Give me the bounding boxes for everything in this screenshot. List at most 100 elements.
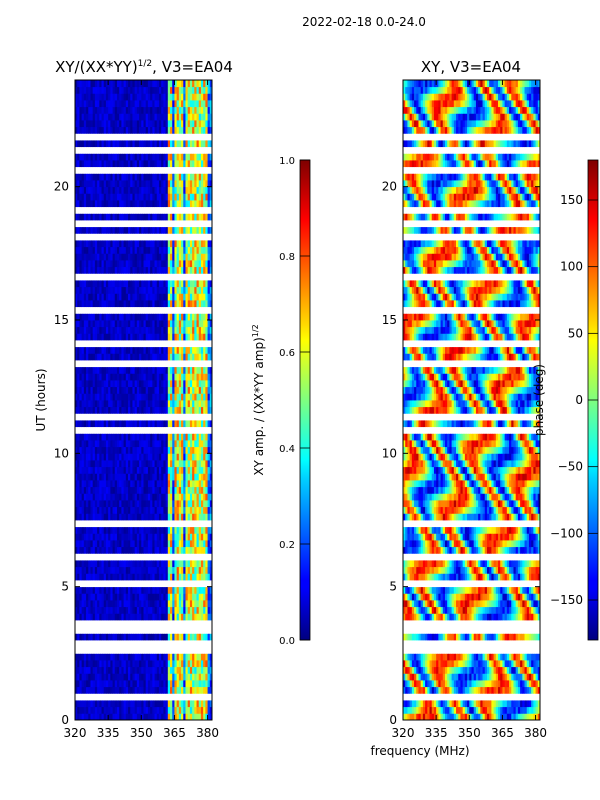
heatmap-cell — [181, 326, 184, 334]
heatmap-cell — [154, 200, 158, 208]
heatmap-cell — [178, 493, 182, 501]
heatmap-cell — [150, 313, 153, 321]
heatmap-cell — [152, 353, 155, 361]
heatmap-cell — [136, 373, 140, 381]
heatmap-cell — [196, 446, 200, 454]
heatmap-cell — [167, 460, 171, 468]
heatmap-cell — [189, 606, 193, 614]
heatmap-cell — [167, 226, 171, 234]
heatmap-cell — [110, 613, 113, 621]
heatmap-cell — [92, 240, 96, 248]
heatmap-cell — [154, 593, 158, 601]
heatmap-cell — [187, 313, 191, 321]
heatmap-cell — [134, 653, 138, 661]
heatmap-cell — [172, 200, 175, 208]
heatmap-cell — [189, 266, 193, 274]
heatmap-cell — [200, 386, 204, 394]
heatmap-cell — [123, 313, 127, 321]
heatmap-cell — [167, 526, 171, 534]
heatmap-cell — [161, 233, 164, 241]
heatmap-cell — [187, 186, 191, 194]
heatmap-cell — [112, 640, 116, 648]
heatmap-cell — [136, 333, 140, 341]
heatmap-cell — [114, 486, 118, 494]
heatmap-cell — [134, 380, 138, 388]
heatmap-cell — [119, 526, 122, 534]
heatmap-cell — [88, 213, 91, 221]
heatmap-cell — [92, 506, 96, 514]
heatmap-cell — [165, 473, 169, 481]
heatmap-cell — [123, 493, 127, 501]
heatmap-cell — [125, 673, 129, 681]
heatmap-cell — [103, 586, 107, 594]
heatmap-cell — [207, 666, 211, 674]
heatmap-cell — [114, 633, 118, 641]
heatmap-cell — [121, 493, 125, 501]
heatmap-cell — [75, 533, 78, 541]
heatmap-cell — [125, 486, 129, 494]
heatmap-cell — [83, 180, 87, 188]
heatmap-cell — [119, 606, 122, 614]
heatmap-cell — [110, 373, 113, 381]
heatmap-cell — [163, 413, 166, 421]
heatmap-cell — [103, 280, 107, 288]
heatmap-cell — [170, 346, 173, 354]
heatmap-cell — [136, 666, 140, 674]
heatmap-cell — [136, 566, 140, 574]
heatmap-cell — [176, 533, 180, 541]
heatmap-cell — [150, 426, 153, 434]
heatmap-cell — [83, 573, 87, 581]
heatmap-cell — [165, 213, 169, 221]
heatmap-cell — [192, 513, 195, 521]
heatmap-cell — [192, 686, 195, 694]
heatmap-cell — [167, 600, 171, 608]
heatmap-cell — [156, 600, 160, 608]
heatmap-cell — [139, 553, 142, 561]
heatmap-cell — [110, 686, 113, 694]
heatmap-cell — [114, 446, 118, 454]
heatmap-cell — [94, 486, 98, 494]
heatmap-cell — [185, 293, 189, 301]
heatmap-cell — [192, 293, 195, 301]
heatmap-cell — [183, 353, 186, 361]
heatmap-cell — [187, 520, 191, 528]
heatmap-cell — [196, 533, 200, 541]
heatmap-cell — [165, 280, 169, 288]
heatmap-cell — [163, 486, 166, 494]
heatmap-cell — [125, 246, 129, 254]
heatmap-cell — [154, 566, 158, 574]
heatmap-cell — [136, 200, 140, 208]
heatmap-cell — [77, 480, 80, 488]
heatmap-cell — [145, 280, 149, 288]
heatmap-cell — [123, 446, 127, 454]
heatmap-cell — [86, 480, 89, 488]
heatmap-cell — [196, 413, 200, 421]
heatmap-cell — [187, 700, 191, 708]
heatmap-cell — [132, 393, 136, 401]
heatmap-cell — [163, 233, 166, 241]
heatmap-cell — [200, 306, 204, 314]
heatmap-cell — [99, 546, 102, 554]
heatmap-cell — [196, 473, 200, 481]
heatmap-cell — [145, 560, 149, 568]
heatmap-cell — [185, 393, 189, 401]
heatmap-cell — [123, 253, 127, 261]
heatmap-cell — [178, 193, 182, 201]
heatmap-cell — [143, 533, 147, 541]
heatmap-cell — [92, 406, 96, 414]
heatmap-cell — [207, 620, 211, 628]
heatmap-cell — [181, 193, 184, 201]
heatmap-cell — [209, 253, 213, 261]
heatmap-cell — [112, 446, 116, 454]
heatmap-cell — [99, 540, 102, 548]
heatmap-cell — [209, 233, 213, 241]
heatmap-cell — [88, 446, 91, 454]
heatmap-cell — [209, 600, 213, 608]
heatmap-cell — [194, 513, 197, 521]
heatmap-cell — [101, 220, 105, 228]
heatmap-cell — [108, 193, 111, 201]
heatmap-cell — [75, 260, 78, 268]
heatmap-cell — [205, 546, 208, 554]
heatmap-cell — [139, 573, 142, 581]
heatmap-cell — [130, 560, 133, 568]
